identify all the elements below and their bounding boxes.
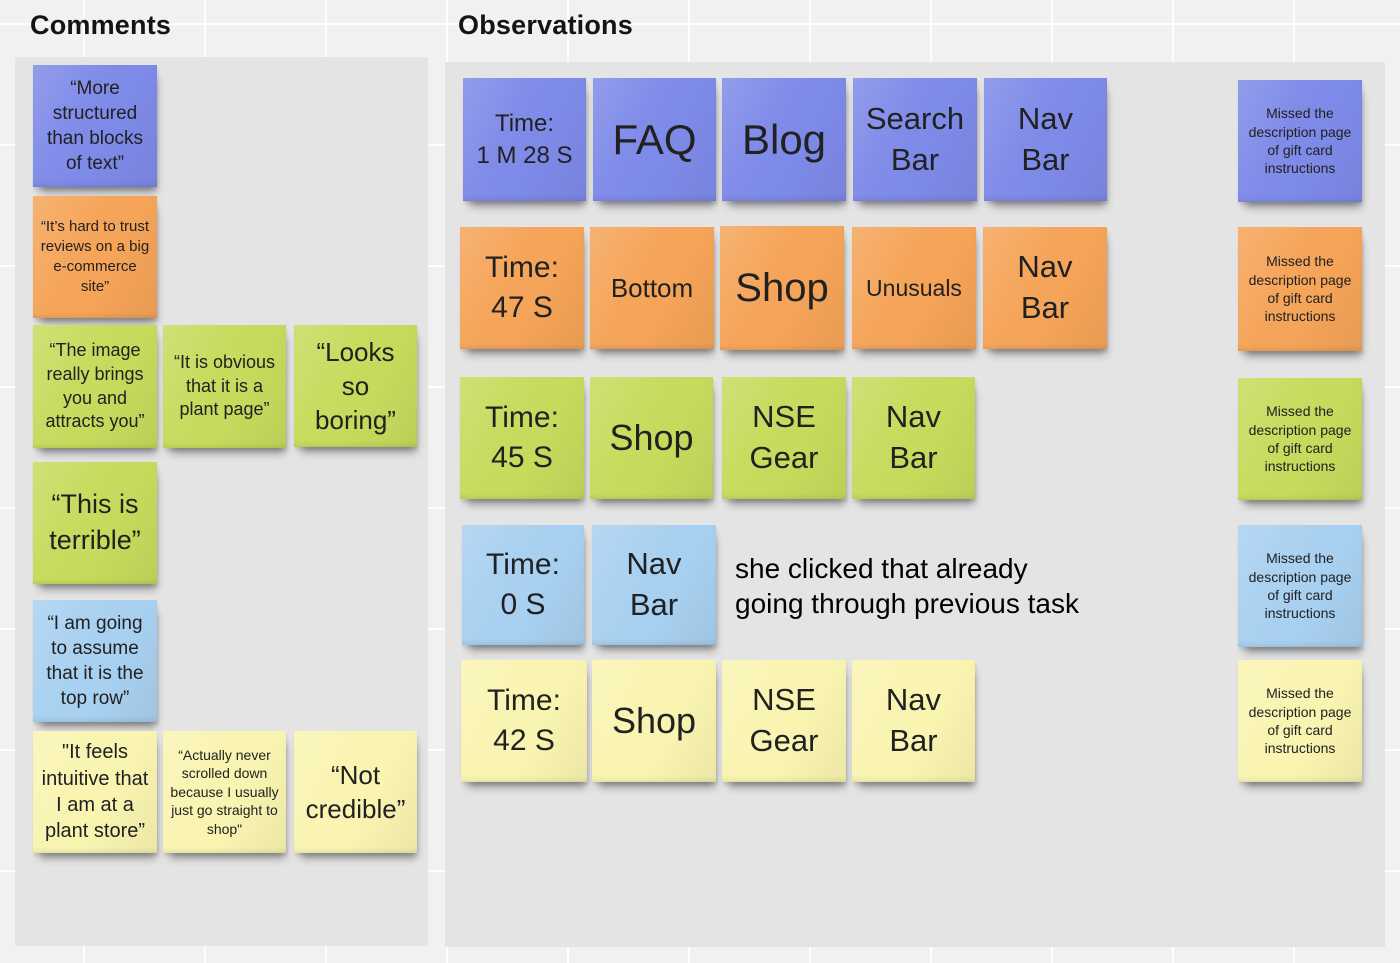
sticky-note-text: Nav Bar	[1017, 249, 1073, 325]
sticky-note[interactable]: Nav Bar	[592, 525, 716, 645]
sticky-note-text: “It is obvious that it is a plant page”	[173, 351, 276, 420]
sticky-note-text: Time: 42 S	[487, 684, 561, 757]
sticky-note[interactable]: FAQ	[593, 78, 716, 201]
sticky-note[interactable]: Time: 47 S	[460, 227, 584, 349]
sticky-note[interactable]: “It is obvious that it is a plant page”	[163, 325, 286, 448]
sticky-note-text: Time: 45 S	[485, 401, 559, 474]
sticky-note[interactable]: Missed the description page of gift card…	[1238, 80, 1362, 202]
sticky-note-text: Time: 1 M 28 S	[476, 109, 573, 169]
sticky-note-text: Shop	[611, 700, 697, 742]
sticky-note[interactable]: Missed the description page of gift card…	[1238, 525, 1362, 647]
sticky-note[interactable]: Nav Bar	[852, 660, 975, 782]
sticky-note-text: Unusuals	[866, 274, 962, 301]
sticky-note[interactable]: Missed the description page of gift card…	[1238, 378, 1362, 500]
sticky-note[interactable]: Unusuals	[852, 227, 976, 349]
sticky-note[interactable]: “Actually never scrolled down because I …	[163, 731, 286, 853]
sticky-note[interactable]: “Looks so boring”	[294, 325, 417, 447]
sticky-note[interactable]: “Not credible”	[294, 731, 417, 853]
sticky-note-text: Blog	[741, 115, 827, 163]
canvas-text[interactable]: she clicked that already going through p…	[735, 553, 1079, 620]
sticky-note-text: Nav Bar	[885, 399, 942, 475]
sticky-note-text: Missed the description page of gift card…	[1248, 105, 1352, 177]
sticky-note-text: Missed the description page of gift card…	[1248, 685, 1352, 757]
sticky-note[interactable]: NSE Gear	[722, 660, 846, 782]
sticky-note-text: “More structured than blocks of text”	[46, 77, 144, 175]
sticky-note[interactable]: Time: 1 M 28 S	[463, 78, 586, 201]
sticky-note-text: Nav Bar	[885, 682, 942, 758]
sticky-note[interactable]: "It feels intuitive that I am at a plant…	[33, 731, 157, 853]
sticky-note-text: Nav Bar	[626, 546, 682, 622]
sticky-note-text: Nav Bar	[1017, 100, 1074, 177]
sticky-note-text: Shop	[609, 417, 694, 459]
sticky-note-text: Missed the description page of gift card…	[1248, 253, 1352, 325]
sticky-note[interactable]: Missed the description page of gift card…	[1238, 660, 1362, 782]
sticky-note-text: “I am going to assume that it is the top…	[46, 612, 144, 710]
sticky-note[interactable]: “The image really brings you and attract…	[33, 325, 157, 448]
sticky-note[interactable]: Shop	[592, 660, 716, 782]
sticky-note[interactable]: Search Bar	[853, 78, 977, 201]
sticky-note[interactable]: Bottom	[590, 227, 714, 349]
sticky-note[interactable]: Nav Bar	[852, 377, 975, 499]
sticky-note-text: Search Bar	[865, 100, 965, 177]
sticky-note-text: Missed the description page of gift card…	[1248, 550, 1352, 622]
sticky-note[interactable]: “I am going to assume that it is the top…	[33, 600, 157, 722]
sticky-note[interactable]: Shop	[590, 377, 713, 499]
sticky-note-text: FAQ	[612, 115, 697, 163]
sticky-note-text: Time: 0 S	[486, 548, 560, 621]
sticky-note[interactable]: Missed the description page of gift card…	[1238, 227, 1362, 351]
sticky-note-text: “Not credible”	[305, 759, 406, 824]
sticky-note-text: Bottom	[610, 272, 694, 303]
sticky-note[interactable]: “This is terrible”	[33, 462, 157, 584]
sticky-note-text: “Actually never scrolled down because I …	[170, 746, 279, 837]
sticky-note-text: "It feels intuitive that I am at a plant…	[41, 741, 149, 843]
sticky-note[interactable]: Nav Bar	[984, 78, 1107, 201]
sticky-note[interactable]: “More structured than blocks of text”	[33, 65, 157, 187]
sticky-note[interactable]: Time: 0 S	[462, 525, 584, 645]
sticky-note[interactable]: Nav Bar	[983, 227, 1107, 349]
sticky-note[interactable]: NSE Gear	[722, 377, 846, 499]
sticky-note-text: Missed the description page of gift card…	[1248, 403, 1352, 475]
sticky-note[interactable]: “It’s hard to trust reviews on a big e-c…	[33, 196, 157, 318]
sticky-note[interactable]: Time: 42 S	[461, 660, 587, 782]
sticky-note[interactable]: Blog	[722, 78, 846, 201]
sticky-note-text: NSE Gear	[749, 682, 819, 758]
frame-title-observations[interactable]: Observations	[458, 10, 633, 40]
sticky-note[interactable]: Shop	[720, 226, 844, 350]
sticky-note-text: NSE Gear	[749, 399, 819, 475]
frame-observations[interactable]	[445, 62, 1385, 947]
sticky-note-text: “The image really brings you and attract…	[45, 340, 145, 432]
sticky-note-text: Shop	[735, 265, 829, 310]
sticky-note-text: “Looks so boring”	[315, 336, 396, 436]
frame-title-comments[interactable]: Comments	[30, 10, 172, 40]
sticky-note-text: “It’s hard to trust reviews on a big e-c…	[40, 218, 150, 295]
sticky-note-text: Time: 47 S	[485, 251, 559, 324]
sticky-note[interactable]: Time: 45 S	[460, 377, 584, 499]
sticky-note-text: “This is terrible”	[49, 489, 141, 555]
